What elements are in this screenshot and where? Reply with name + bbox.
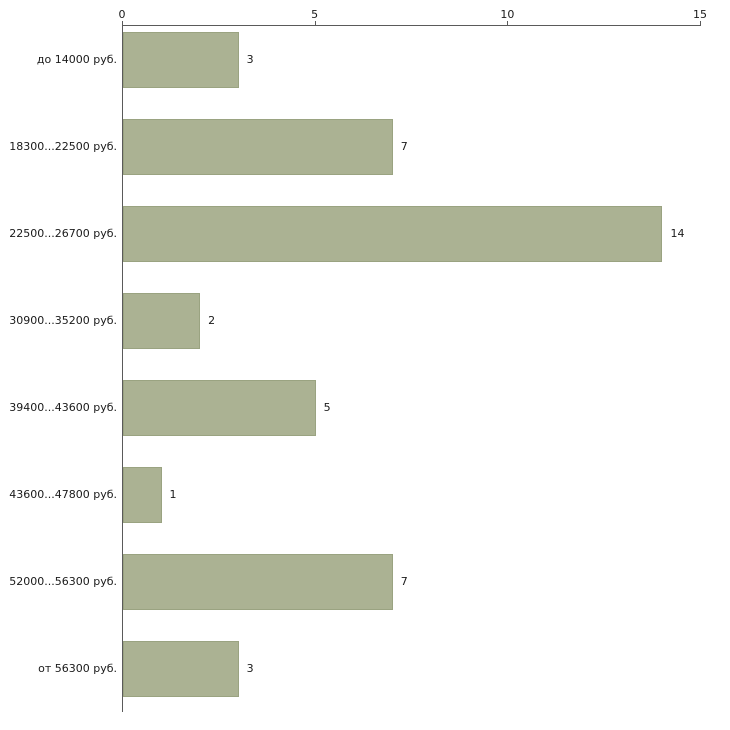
y-axis-line: [122, 25, 123, 712]
bar: [123, 467, 162, 523]
x-tick-label: 10: [500, 8, 515, 21]
value-label: 2: [208, 314, 216, 327]
x-tick-mark: [700, 21, 701, 25]
value-label: 5: [323, 401, 331, 414]
category-label: от 56300 руб.: [38, 662, 117, 675]
bar: [123, 380, 316, 436]
value-label: 3: [246, 53, 254, 66]
bar: [123, 293, 201, 349]
bar: [123, 119, 393, 175]
x-axis-line: [122, 25, 701, 26]
category-label: 39400...43600 руб.: [9, 401, 117, 414]
x-tick-mark: [507, 21, 509, 25]
category-label: 22500...26700 руб.: [9, 227, 117, 240]
bar: [123, 206, 663, 262]
value-label: 7: [400, 140, 408, 153]
x-tick-label: 0: [118, 8, 126, 21]
x-tick-label: 15: [693, 8, 707, 21]
category-label: 18300...22500 руб.: [9, 140, 117, 153]
value-label: 14: [670, 227, 685, 240]
bar: [123, 554, 393, 610]
bar: [123, 641, 239, 697]
x-tick-mark: [314, 21, 316, 25]
category-label: 30900...35200 руб.: [9, 314, 117, 327]
category-label: 43600...47800 руб.: [9, 488, 117, 501]
value-label: 7: [400, 575, 408, 588]
value-label: 1: [169, 488, 177, 501]
bar: [123, 32, 239, 88]
x-tick-label: 5: [311, 8, 319, 21]
x-tick-mark: [122, 21, 123, 25]
value-label: 3: [246, 662, 254, 675]
category-label: 52000...56300 руб.: [9, 575, 117, 588]
category-label: до 14000 руб.: [36, 53, 117, 66]
